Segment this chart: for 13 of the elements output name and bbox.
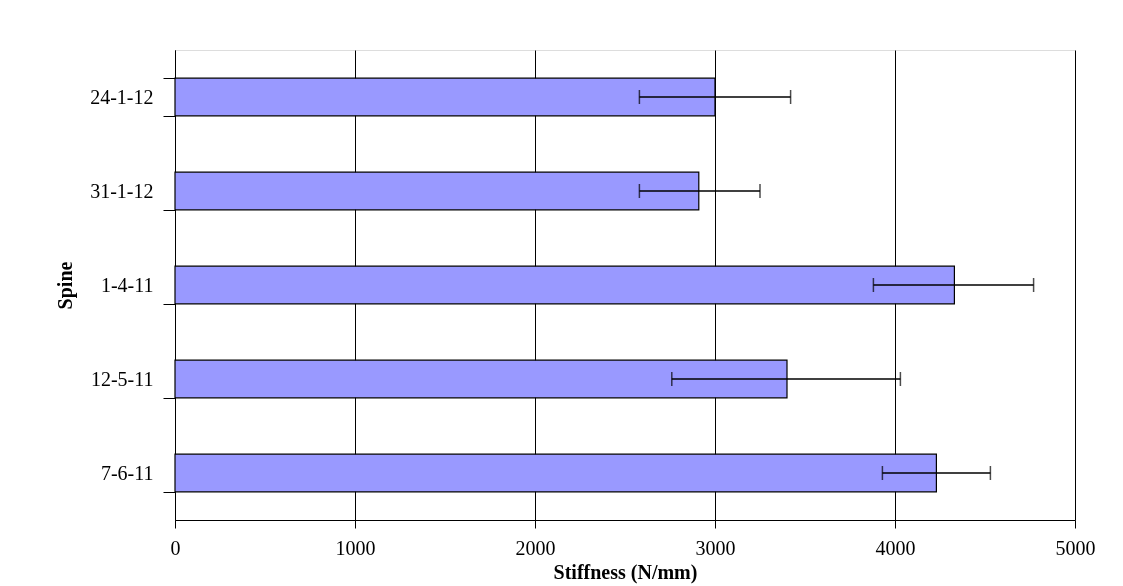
y-tick-label: 24-1-12 (90, 85, 154, 108)
x-tick-label: 5000 (1055, 536, 1096, 559)
x-tick-label: 3000 (695, 536, 736, 559)
y-tick-label: 7-6-11 (100, 461, 154, 484)
y-tick-label: 31-1-12 (90, 179, 154, 202)
y-tick-label: 1-4-11 (100, 273, 154, 296)
y-axis-title: Spine (54, 261, 78, 310)
x-tick-label: 0 (170, 536, 181, 559)
x-axis-title: Stiffness (N/mm) (553, 560, 698, 584)
x-tick-label: 4000 (875, 536, 916, 559)
x-tick-label: 1000 (335, 536, 376, 559)
y-tick-label: 12-5-11 (90, 367, 154, 390)
x-tick-label: 2000 (515, 536, 556, 559)
